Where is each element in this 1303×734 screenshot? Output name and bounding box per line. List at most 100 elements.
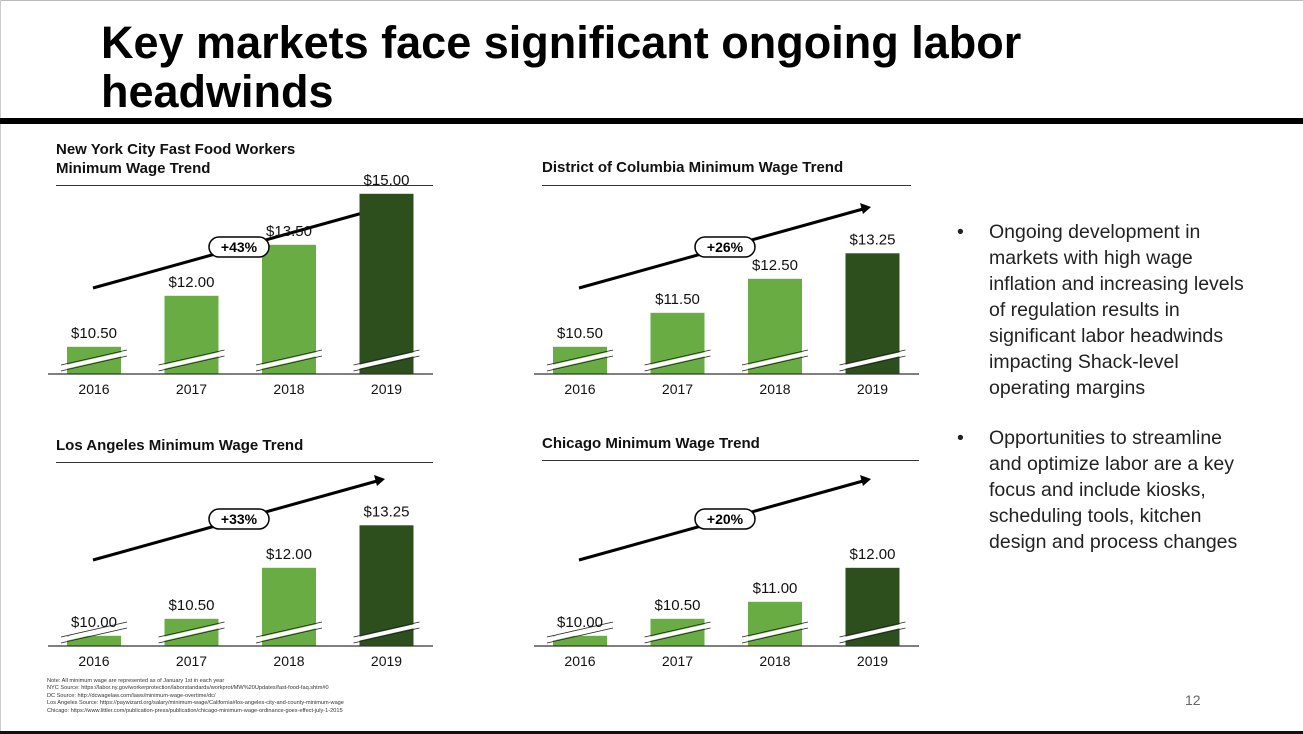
axis-break-line (546, 355, 614, 372)
data-label: $10.50 (169, 597, 215, 614)
axis-break-line (158, 349, 225, 366)
growth-badge (208, 236, 270, 258)
page-frame-top (0, 0, 1303, 1)
axis-break-line (60, 627, 128, 644)
chart-title-chicago-line-1: Chicago Minimum Wage Trend (542, 435, 760, 452)
x-tick-label: 2016 (78, 653, 109, 669)
data-label: $12.00 (850, 546, 896, 563)
bullet-marker: • (957, 427, 964, 449)
axis-break-line (353, 355, 420, 372)
data-label: $10.50 (71, 325, 117, 342)
axis-break-line (158, 627, 225, 644)
chart-title-nyc-line-2: Minimum Wage Trend (56, 160, 211, 177)
axis-break-mark (547, 351, 613, 370)
x-tick-label: 2017 (176, 381, 207, 397)
page-frame-bottom (0, 731, 1303, 734)
data-label: $10.50 (557, 325, 603, 342)
data-label: $13.50 (266, 223, 312, 240)
data-label: $10.00 (557, 614, 603, 631)
chart-nyc: $10.50 2016 $12.00 2017 $13.50 2018 $15.00 2019… (48, 172, 433, 397)
bar (845, 253, 900, 374)
x-tick-label: 2019 (371, 381, 402, 397)
data-label: $13.25 (850, 231, 896, 248)
x-tick-label: 2016 (78, 381, 109, 397)
axis-break-line (741, 621, 809, 638)
axis-break-line (255, 355, 323, 372)
bar (262, 244, 316, 374)
axis-break-line (60, 349, 128, 366)
data-label: $13.25 (364, 503, 410, 520)
axis-break-mark (644, 623, 711, 642)
chart-rule-dc (542, 185, 911, 186)
bar (359, 193, 414, 374)
page-number: 12 (1185, 692, 1201, 708)
axis-break-mark (839, 623, 906, 642)
chart-dc: $10.50 2016 $11.50 2017 $12.50 2018 $13.25 2019… (534, 203, 919, 397)
bar (553, 635, 607, 646)
axis-break-line (839, 627, 906, 644)
axis-break-line (255, 627, 323, 644)
footnote-line: Chicago: https://www.littler.com/publica… (47, 707, 343, 714)
growth-label: +33% (221, 511, 258, 527)
x-tick-label: 2018 (273, 381, 304, 397)
data-label: $10.00 (71, 614, 117, 631)
bar (748, 601, 802, 646)
growth-label: +26% (707, 239, 744, 255)
bullet-item: • Ongoing development in markets with hi… (957, 219, 1257, 401)
growth-label: +43% (221, 239, 258, 255)
axis-break-mark (158, 623, 225, 642)
axis-break-mark (158, 351, 225, 370)
x-tick-label: 2017 (176, 653, 207, 669)
axis-break-line (741, 627, 809, 644)
axis-break-mark (61, 623, 127, 642)
axis-break-line (255, 349, 323, 366)
footnotes: Note: All minimum wage are represented a… (47, 678, 607, 715)
axis-break-line (644, 355, 711, 372)
axis-break-mark (839, 351, 906, 370)
growth-badge (694, 236, 756, 258)
axis-break-line (60, 355, 128, 372)
chart-title-dc-line-1: District of Columbia Minimum Wage Trend (542, 159, 844, 176)
chart-rule-la (56, 462, 433, 463)
data-label: $11.00 (753, 580, 798, 597)
axis-break-mark (256, 351, 322, 370)
data-label: $12.00 (266, 546, 312, 563)
axis-break-line (741, 355, 809, 372)
trend-arrow-head (374, 475, 385, 486)
axis-break-line (158, 355, 225, 372)
axis-break-line (839, 355, 906, 372)
chart-chicago: $10.00 2016 $10.50 2017 $11.00 2018 $12.00 2019… (534, 475, 919, 669)
growth-badge (208, 508, 270, 530)
bar (67, 635, 121, 646)
axis-break-line (644, 627, 711, 644)
axis-break-line (353, 349, 420, 366)
axis-break-line (353, 627, 420, 644)
x-tick-label: 2019 (371, 653, 402, 669)
x-tick-label: 2018 (759, 381, 790, 397)
axis-break-line (60, 621, 128, 638)
chart-title-nyc-line-1: New York City Fast Food Workers (56, 141, 296, 158)
bullet-text: Opportunities to streamline and optimize… (989, 427, 1238, 553)
axis-break-line (353, 621, 420, 638)
bullet-text: Ongoing development in markets with high… (989, 221, 1244, 399)
axis-break-line (741, 349, 809, 366)
x-tick-label: 2019 (857, 381, 888, 397)
chart-rule-nyc (56, 185, 433, 186)
x-tick-label: 2018 (759, 653, 790, 669)
axis-break-mark (742, 623, 808, 642)
bullet-list: • Ongoing development in markets with hi… (957, 219, 1257, 579)
x-tick-label: 2016 (564, 381, 595, 397)
axis-break-mark (353, 351, 420, 370)
chart-rule-chicago (542, 460, 919, 461)
chart-title-chicago: Chicago Minimum Wage Trend (542, 434, 962, 453)
chart-title-la: Los Angeles Minimum Wage Trend (56, 436, 456, 455)
chart-title-la-line-1: Los Angeles Minimum Wage Trend (56, 437, 304, 454)
chart-title-dc: District of Columbia Minimum Wage Trend (542, 158, 962, 177)
data-label: $10.50 (655, 597, 701, 614)
slide-title: Key markets face significant ongoing lab… (101, 17, 1022, 117)
axis-break-line (158, 621, 225, 638)
axis-break-mark (644, 351, 711, 370)
x-tick-label: 2018 (273, 653, 304, 669)
axis-break-line (546, 349, 614, 366)
